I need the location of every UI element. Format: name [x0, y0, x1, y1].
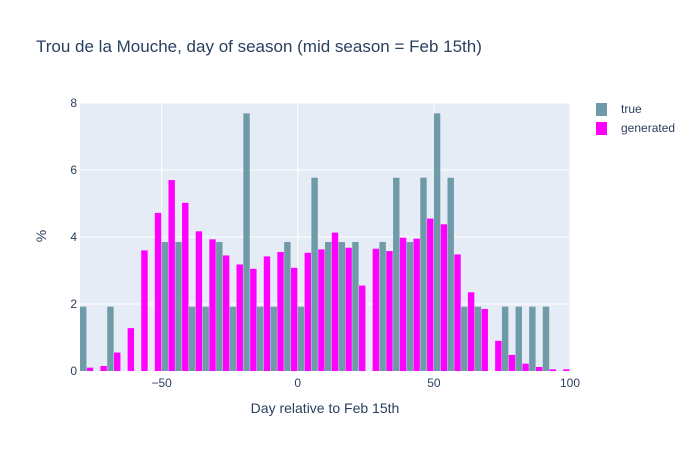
legend-swatch — [596, 122, 607, 135]
bar-true[interactable] — [188, 306, 196, 371]
bar-generated[interactable] — [182, 202, 189, 371]
x-tick-label: −50 — [151, 376, 172, 390]
bar-generated[interactable] — [345, 247, 352, 371]
bar-generated[interactable] — [467, 292, 475, 371]
bar-generated[interactable] — [481, 309, 488, 371]
bar-generated[interactable] — [168, 180, 175, 371]
bar-true[interactable] — [352, 242, 359, 371]
bar-generated[interactable] — [263, 256, 271, 371]
bar-generated[interactable] — [331, 232, 339, 371]
bar-true[interactable] — [433, 113, 441, 371]
bar-generated[interactable] — [250, 268, 257, 371]
y-tick-label: 2 — [70, 297, 77, 311]
bar-true[interactable] — [202, 306, 209, 371]
bar-true[interactable] — [80, 306, 87, 371]
bar-true[interactable] — [311, 177, 318, 371]
bar-generated[interactable] — [209, 239, 216, 371]
bar-true[interactable] — [515, 306, 522, 371]
bar-true[interactable] — [406, 242, 414, 371]
legend-item-generated[interactable]: generated — [596, 121, 675, 135]
legend[interactable]: true generated — [596, 102, 675, 135]
series-true — [80, 113, 550, 371]
y-tick-label: 4 — [70, 230, 77, 244]
bar-true[interactable] — [461, 306, 468, 371]
bar-true[interactable] — [420, 177, 427, 371]
bar-generated[interactable] — [495, 340, 502, 371]
bar-generated[interactable] — [304, 252, 311, 371]
y-tick-label: 8 — [70, 96, 77, 110]
series-generated — [86, 180, 570, 371]
legend-swatch — [596, 103, 607, 116]
x-tick-label: 50 — [427, 376, 441, 390]
y-axis-label: % — [33, 230, 49, 242]
bar-true[interactable] — [270, 306, 277, 371]
bar-generated[interactable] — [508, 354, 516, 371]
bar-generated[interactable] — [399, 237, 407, 371]
bar-generated[interactable] — [359, 285, 366, 371]
bar-true[interactable] — [501, 306, 509, 371]
bar-true[interactable] — [447, 177, 454, 371]
bar-generated[interactable] — [154, 212, 162, 371]
bar-generated[interactable] — [195, 231, 203, 371]
bar-true[interactable] — [325, 242, 332, 371]
bar-generated[interactable] — [236, 264, 243, 371]
bar-generated[interactable] — [114, 352, 121, 371]
bar-generated[interactable] — [454, 254, 461, 371]
chart-title: Trou de la Mouche, day of season (mid se… — [36, 37, 482, 56]
x-axis-label: Day relative to Feb 15th — [251, 400, 400, 416]
bar-generated[interactable] — [413, 238, 420, 371]
bar-true[interactable] — [542, 306, 550, 371]
bar-generated[interactable] — [127, 328, 135, 371]
bar-generated[interactable] — [100, 365, 107, 371]
y-tick-label: 0 — [70, 364, 77, 378]
x-tick-label: 0 — [294, 376, 301, 390]
bar-generated[interactable] — [535, 366, 543, 371]
legend-label: true — [621, 102, 642, 116]
bar-true[interactable] — [161, 242, 169, 371]
bar-true[interactable] — [216, 242, 223, 371]
bar-true[interactable] — [284, 242, 291, 371]
bar-generated[interactable] — [386, 251, 393, 371]
bar-generated[interactable] — [290, 267, 298, 371]
bar-true[interactable] — [379, 242, 386, 371]
bar-generated[interactable] — [440, 224, 448, 371]
legend-label: generated — [621, 121, 675, 135]
bar-true[interactable] — [243, 113, 250, 371]
bar-true[interactable] — [107, 306, 114, 371]
bar-true[interactable] — [297, 306, 305, 371]
bar-true[interactable] — [474, 306, 482, 371]
bar-generated[interactable] — [277, 252, 284, 371]
bar-true[interactable] — [338, 242, 346, 371]
x-tick-label: 100 — [560, 376, 580, 390]
legend-item-true[interactable]: true — [596, 102, 642, 116]
bar-true[interactable] — [256, 306, 264, 371]
bar-true[interactable] — [229, 306, 237, 371]
bar-true[interactable] — [175, 242, 182, 371]
bar-generated[interactable] — [372, 248, 380, 371]
bar-generated[interactable] — [318, 249, 325, 371]
bar-generated[interactable] — [549, 369, 556, 371]
bar-generated[interactable] — [522, 363, 529, 371]
bar-generated[interactable] — [222, 255, 230, 371]
bar-generated[interactable] — [141, 250, 148, 371]
y-tick-label: 6 — [70, 163, 77, 177]
bar-generated[interactable] — [86, 367, 94, 371]
bar-generated[interactable] — [427, 218, 434, 371]
bar-generated[interactable] — [563, 369, 570, 371]
bar-true[interactable] — [393, 177, 400, 371]
bar-true[interactable] — [529, 306, 536, 371]
